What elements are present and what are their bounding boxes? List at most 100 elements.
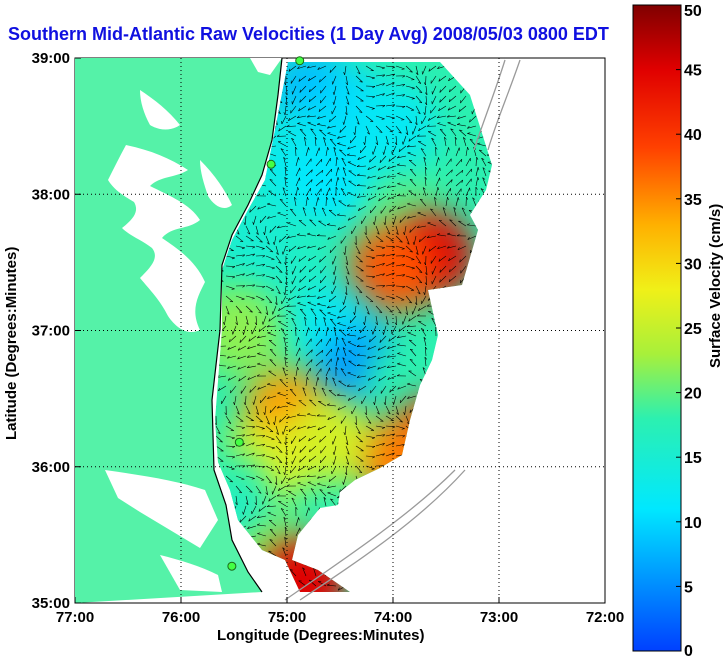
velocity-arrow [430,105,437,114]
velocity-arrow-head [375,322,378,326]
velocity-arrow-head [319,489,323,491]
velocity-arrow-head [414,302,418,306]
velocity-arrow-head [426,124,430,127]
velocity-arrow [297,65,307,70]
velocity-arrow [255,315,258,325]
velocity-arrow [337,214,347,217]
velocity-arrow [409,168,417,177]
velocity-arrow-head [466,196,469,200]
velocity-arrow-head [376,232,380,235]
velocity-arrow [299,308,307,317]
velocity-arrow [465,147,468,157]
velocity-arrow [395,305,402,314]
velocity-arrow-head [357,432,361,435]
velocity-arrow [247,375,257,381]
colorbar-tick-label: 45 [684,63,702,80]
velocity-arrow-head [276,314,280,317]
velocity-arrow-head [410,348,414,351]
velocity-arrow [335,347,339,357]
velocity-arrow-head [402,94,406,97]
velocity-arrow-head [252,433,255,437]
velocity-arrow-head [258,491,262,494]
velocity-arrow [283,337,287,347]
velocity-arrow [310,308,317,317]
velocity-arrow [385,262,395,267]
velocity-arrow [325,168,332,177]
velocity-arrow [265,255,275,260]
velocity-arrow [299,129,307,137]
velocity-arrow [295,367,298,377]
velocity-arrow [328,475,337,482]
velocity-arrow [397,205,407,210]
velocity-arrow [427,235,437,239]
velocity-arrow [345,265,350,275]
velocity-arrow-head [359,291,363,293]
velocity-arrow [387,365,397,368]
velocity-arrow [323,317,327,327]
velocity-arrow-head [258,508,261,512]
velocity-arrow [444,137,447,147]
velocity-arrow [325,187,331,197]
velocity-arrow [448,95,457,103]
velocity-arrow-head [300,488,304,491]
velocity-arrow [389,385,397,393]
velocity-arrow [308,75,317,82]
velocity-arrow [438,105,447,112]
velocity-arrow [459,255,467,263]
velocity-arrow-head [287,297,290,301]
velocity-arrow [405,265,415,269]
velocity-arrow [445,188,451,197]
velocity-arrow-head [340,368,344,371]
velocity-arrow [307,465,317,471]
velocity-arrow-head [266,242,270,245]
velocity-arrow-head [257,542,261,545]
velocity-arrow [278,305,287,312]
velocity-arrow [457,115,467,120]
velocity-arrow [245,272,255,277]
velocity-arrow-head [281,508,284,511]
velocity-arrow [319,489,327,497]
velocity-arrow-head [382,443,385,446]
velocity-arrow [407,145,417,148]
velocity-arrow [365,285,375,289]
velocity-arrow-head [423,337,427,340]
velocity-arrow [332,197,337,207]
velocity-arrow [284,537,287,547]
velocity-arrow-head [257,206,260,210]
velocity-arrow-head [347,217,350,221]
coastline [211,57,283,593]
velocity-arrow-head [269,348,273,351]
velocity-arrow-head [368,241,371,244]
velocity-arrow [431,138,437,147]
velocity-arrow-head [477,177,480,181]
velocity-arrow [267,215,277,219]
velocity-arrow [297,482,307,487]
velocity-arrow [383,325,387,335]
velocity-arrow-head [357,157,360,160]
velocity-arrow-head [288,117,290,121]
velocity-arrow [398,325,407,332]
velocity-arrow-head [347,146,350,150]
velocity-arrow-head [382,263,385,266]
velocity-arrow-head [449,89,451,93]
velocity-arrow-head [456,234,460,237]
velocity-arrow-head [316,414,320,417]
velocity-arrow [385,235,394,242]
velocity-arrow-head [271,458,275,460]
velocity-arrow [307,122,317,127]
velocity-arrow [405,125,409,135]
velocity-arrow [340,368,347,377]
velocity-arrow [405,275,415,279]
velocity-arrow-head [310,488,314,491]
velocity-arrow [267,203,277,207]
velocity-arrow [320,265,327,274]
velocity-arrow [475,167,479,177]
velocity-arrow [342,357,347,367]
velocity-arrow-head [427,297,430,301]
colorbar [632,4,682,652]
velocity-arrow-head [424,272,428,276]
velocity-arrow-head [327,236,330,240]
velocity-arrow-head [377,176,380,180]
velocity-arrow [378,195,387,202]
